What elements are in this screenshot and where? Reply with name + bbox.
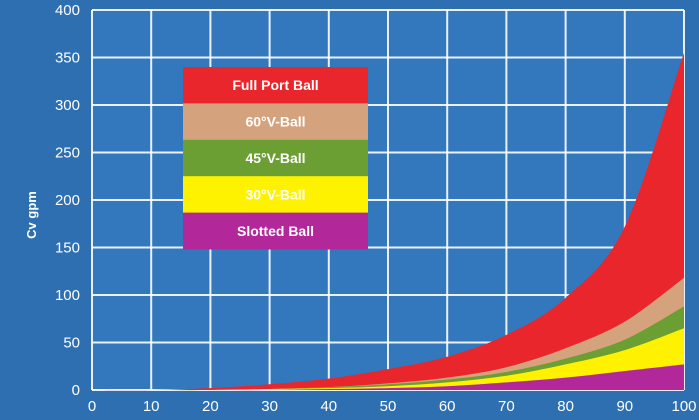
x-tick-label-70: 70: [498, 398, 515, 415]
area-series-45-v-ball: [92, 306, 684, 391]
area-series-60-v-ball: [92, 277, 684, 391]
x-tick-label-30: 30: [261, 398, 278, 415]
legend-label-1: 60°V-Ball: [245, 114, 305, 130]
legend-swatch-4: [183, 212, 368, 250]
area-series-slotted-ball: [92, 364, 684, 391]
y-tick-label-150: 150: [55, 240, 80, 257]
x-tick-label-100: 100: [671, 398, 696, 415]
legend-label-4: Slotted Ball: [237, 223, 314, 239]
legend-swatch-2: [183, 139, 368, 177]
x-tick-label-80: 80: [557, 398, 574, 415]
y-tick-label-350: 350: [55, 50, 80, 67]
legend-label-2: 45°V-Ball: [245, 150, 305, 166]
y-tick-label-50: 50: [63, 335, 80, 352]
axes: 0 10 20 30 40 50 60 70 80 90 100 0 50 100 150 200 250 300…: [55, 2, 697, 415]
x-tick-label-50: 50: [380, 398, 397, 415]
y-axis-label: Cv gpm: [24, 191, 39, 239]
y-tick-label-400: 400: [55, 2, 80, 19]
y-tick-label-300: 300: [55, 97, 80, 114]
x-tick-label-40: 40: [320, 398, 337, 415]
legend-label-3: 30°V-Ball: [245, 186, 305, 202]
y-tick-label-200: 200: [55, 192, 80, 209]
y-tick-label-250: 250: [55, 145, 80, 162]
legend-swatch-3: [183, 176, 368, 214]
x-tick-label-20: 20: [202, 398, 219, 415]
legend-swatch-1: [183, 103, 368, 141]
x-tick-label-10: 10: [143, 398, 160, 415]
legend: Full Port Ball 60°V-Ball 45°V-Ball 30°V-Bal…: [183, 67, 368, 250]
x-tick-label-0: 0: [88, 398, 96, 415]
x-tick-label-90: 90: [616, 398, 633, 415]
legend-label-0: Full Port Ball: [232, 77, 318, 93]
area-series-30-v-ball: [92, 328, 684, 391]
y-tick-label-0: 0: [72, 382, 80, 399]
area-series-group: [92, 52, 684, 391]
legend-swatch-0: [183, 67, 368, 104]
x-tick-label-60: 60: [439, 398, 456, 415]
y-tick-label-100: 100: [55, 287, 80, 304]
